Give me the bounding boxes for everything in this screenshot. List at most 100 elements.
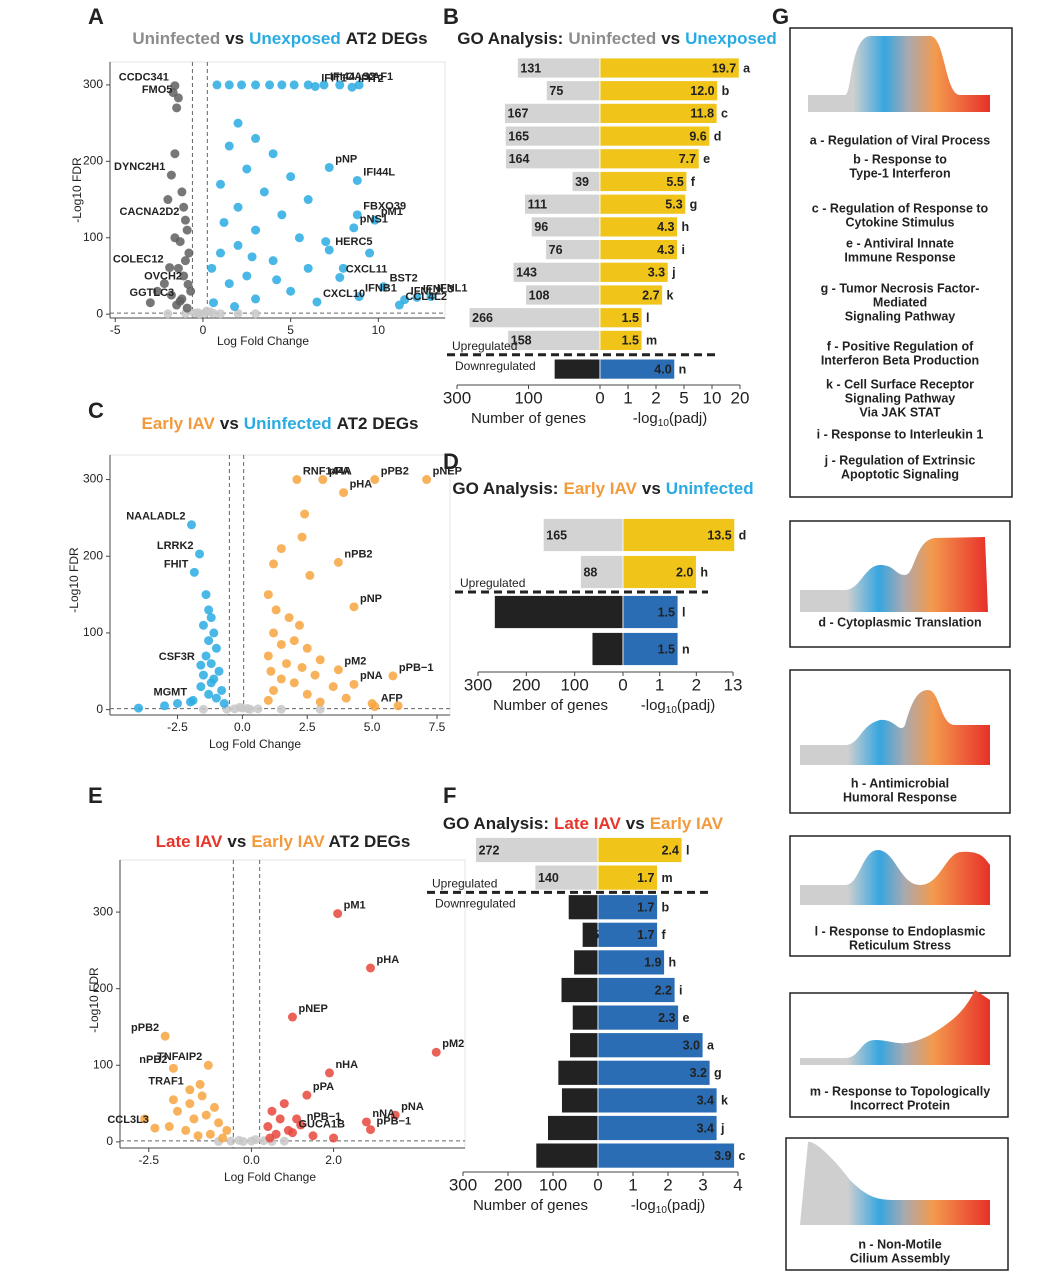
point [163,309,173,319]
point [310,81,320,91]
title-segment: Early IAV [251,832,325,851]
point [183,279,193,289]
x-tick-label: 0.0 [234,720,251,734]
point [180,215,190,225]
point [354,80,364,90]
x-tick-label: 4 [733,1175,742,1194]
x-tick-label: 200 [494,1175,522,1194]
point [281,659,291,669]
point [251,309,261,319]
gene-label: pNA [360,670,383,682]
y-tick-label: 300 [83,77,103,91]
x-axis-label: Number of genes [493,697,608,714]
profile-shape [800,690,990,765]
point [233,202,243,212]
panel-letter: F [443,783,456,808]
term-description: Cytokine Stimulus [845,215,954,229]
gene-bar [591,632,624,666]
padj-bar [597,1059,711,1086]
y-tick-label: 200 [83,548,103,562]
x-tick-label: 13 [724,675,743,694]
x-tick-label: 5.0 [364,720,381,734]
padj-bar [597,1087,718,1114]
point [422,475,432,485]
gene-label: BST2 [390,273,418,285]
gene-label: CCL4L2 [405,291,447,303]
point [352,175,362,185]
point [272,275,282,285]
term-description: Humoral Response [843,790,957,804]
point [198,704,208,714]
gene-count-label: 88 [583,565,597,579]
point [201,651,211,661]
term-description: b - Response to [853,152,947,166]
point [175,237,185,247]
point [172,300,182,310]
point [181,1125,191,1135]
point [366,1125,376,1135]
x-axis-label: Log Fold Change [217,334,309,348]
term-letter: l [686,843,689,857]
padj-bar [599,239,678,261]
panel-letter: E [88,783,103,808]
point [390,1110,400,1120]
x-tick-label: 20 [731,388,750,407]
axis-label-part: -log [641,697,666,714]
gene-label: pM2 [344,656,366,668]
padj-bar [599,103,718,124]
padj-bar [599,216,678,238]
title-segment: Uninfected [244,414,332,433]
gene-label: nPB2 [344,548,372,560]
gene-label: pHA [350,478,373,490]
padj-label: 11.8 [690,107,714,121]
point [172,698,182,708]
point [303,80,313,90]
x-tick-label: 3 [698,1175,707,1194]
chart-title: GO Analysis: Early IAV vs Uninfected [452,479,753,498]
term-letter: f [691,175,696,189]
gene-label: IFI44 [330,71,356,83]
point [233,118,243,128]
gene-label: CCL3L3 [107,1114,149,1126]
gene-count-label: 96 [534,220,548,234]
expression-profiles [800,36,990,1225]
term-description: h - Antimicrobial [851,776,949,790]
point [263,1122,273,1132]
gene-label: TRAF1 [148,1076,183,1088]
point [269,685,279,695]
padj-label: 3.0 [683,1038,700,1052]
padj-bar [622,555,697,589]
point [277,80,287,90]
gene-count-label: 81 [565,1094,579,1108]
padj-label: 1.5 [622,334,639,348]
x-tick-label: 200 [512,675,540,694]
x-tick-label: -5 [110,323,121,337]
x-tick-label: 0 [595,388,604,407]
y-tick-label: 300 [83,472,103,486]
point [189,567,199,577]
point [164,1122,174,1132]
point [284,613,294,623]
point [289,678,299,688]
point [412,292,422,302]
title-segment: Early IAV [141,414,215,433]
title-segment: vs [642,479,661,498]
padj-bar [597,837,683,863]
gene-label: FBXO39 [363,201,406,213]
gene-label: pM2 [442,1038,464,1050]
point [268,256,278,266]
point [214,666,224,676]
point [204,636,214,646]
point [163,195,173,205]
point [166,290,176,300]
gene-count-label: 138 [539,1149,560,1163]
point [279,1136,289,1146]
point [276,544,286,554]
padj-bar [599,307,643,329]
gene-label: HERC5 [335,236,372,248]
point [150,1123,160,1133]
legend-box [789,992,1009,1118]
term-description: m - Response to Topologically [810,1084,990,1098]
legend-box [789,27,1013,498]
